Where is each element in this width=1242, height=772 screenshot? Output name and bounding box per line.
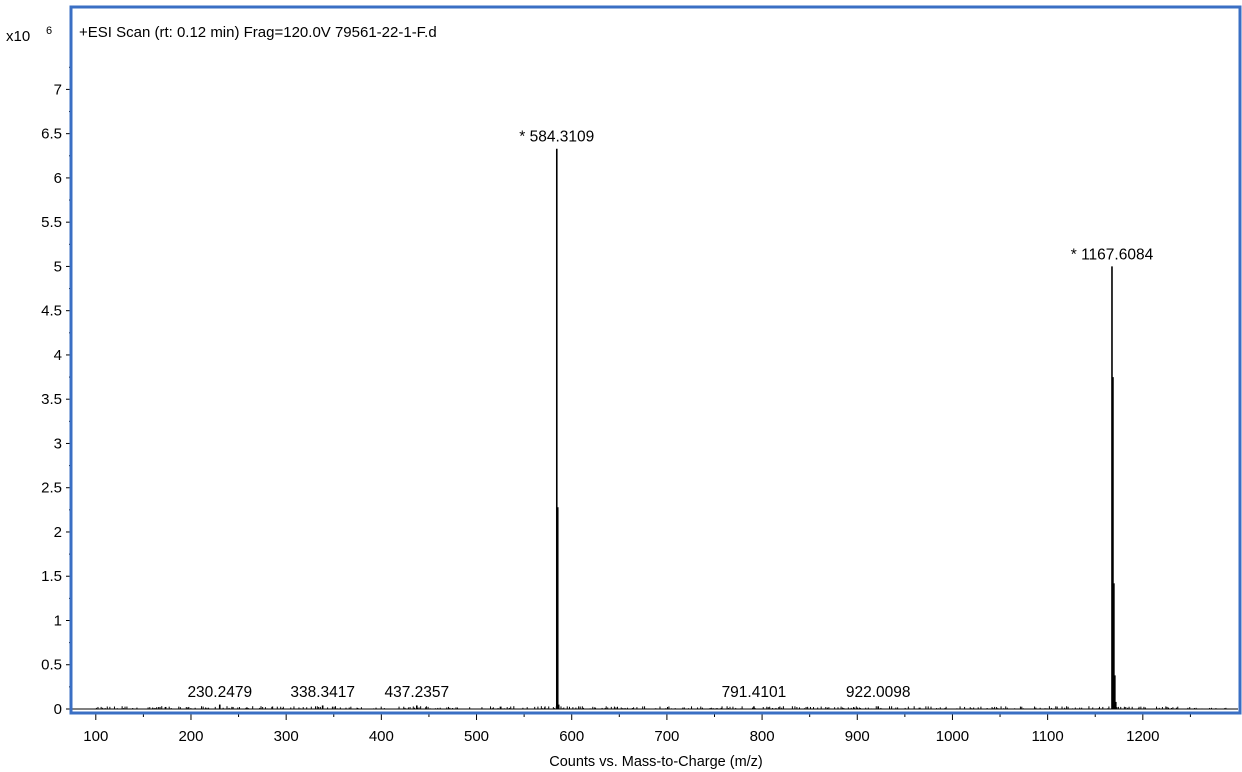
y-axis-ticks: 0 0.5 1 1.5 2 2.5 3 3.5 4 4.5 5 5.5 6 6.5 7 <box>41 66 72 718</box>
y-tick-label: 4 <box>54 347 62 364</box>
peak-label: 922.0098 <box>846 684 911 701</box>
y-tick-label: 1.5 <box>41 568 62 585</box>
y-multiplier-base: x10 <box>6 28 30 45</box>
y-tick-label: 0 <box>54 701 62 718</box>
x-tick-label: 700 <box>654 728 679 745</box>
x-tick-label: 900 <box>845 728 870 745</box>
x-tick-label: 500 <box>464 728 489 745</box>
peak-label: 230.2479 <box>187 684 252 701</box>
y-tick-label: 5.5 <box>41 214 62 231</box>
y-tick-label: 6 <box>54 170 62 187</box>
y-tick-label: 7 <box>54 81 62 98</box>
plot-frame <box>69 5 1242 715</box>
x-tick-label: 200 <box>178 728 203 745</box>
y-tick-label: 2.5 <box>41 480 62 497</box>
spectrum-peaks <box>72 148 1238 710</box>
peak-label: * 584.3109 <box>519 129 594 146</box>
x-tick-label: 1000 <box>936 728 969 745</box>
x-axis-ticks: 100 200 300 400 500 600 700 800 900 1000 1100 1200 <box>83 713 1191 745</box>
chart-title: +ESI Scan (rt: 0.12 min) Frag=120.0V 795… <box>79 24 437 41</box>
x-tick-label: 1200 <box>1126 728 1159 745</box>
y-tick-label: 1 <box>54 612 62 629</box>
x-axis-title: Counts vs. Mass-to-Charge (m/z) <box>549 754 763 770</box>
y-tick-label: 0.5 <box>41 657 62 674</box>
peak-labels: * 584.3109 * 1167.6084 230.2479 338.3417 437… <box>187 129 1153 701</box>
x-tick-label: 300 <box>274 728 299 745</box>
x-tick-label: 800 <box>750 728 775 745</box>
y-tick-label: 3.5 <box>41 391 62 408</box>
peak-label: 791.4101 <box>722 684 787 701</box>
peak-label: 437.2357 <box>384 684 449 701</box>
x-tick-label: 600 <box>559 728 584 745</box>
y-tick-label: 5 <box>54 258 62 275</box>
y-tick-label: 6.5 <box>41 126 62 143</box>
peak-label: * 1167.6084 <box>1071 246 1154 263</box>
x-tick-label: 100 <box>83 728 108 745</box>
y-tick-label: 4.5 <box>41 303 62 320</box>
y-tick-label: 3 <box>54 435 62 452</box>
x-tick-label: 400 <box>369 728 394 745</box>
x-tick-label: 1100 <box>1031 728 1063 745</box>
y-tick-label: 2 <box>54 524 62 541</box>
y-multiplier-exponent: 6 <box>46 25 52 37</box>
peak-label: 338.3417 <box>290 684 355 701</box>
